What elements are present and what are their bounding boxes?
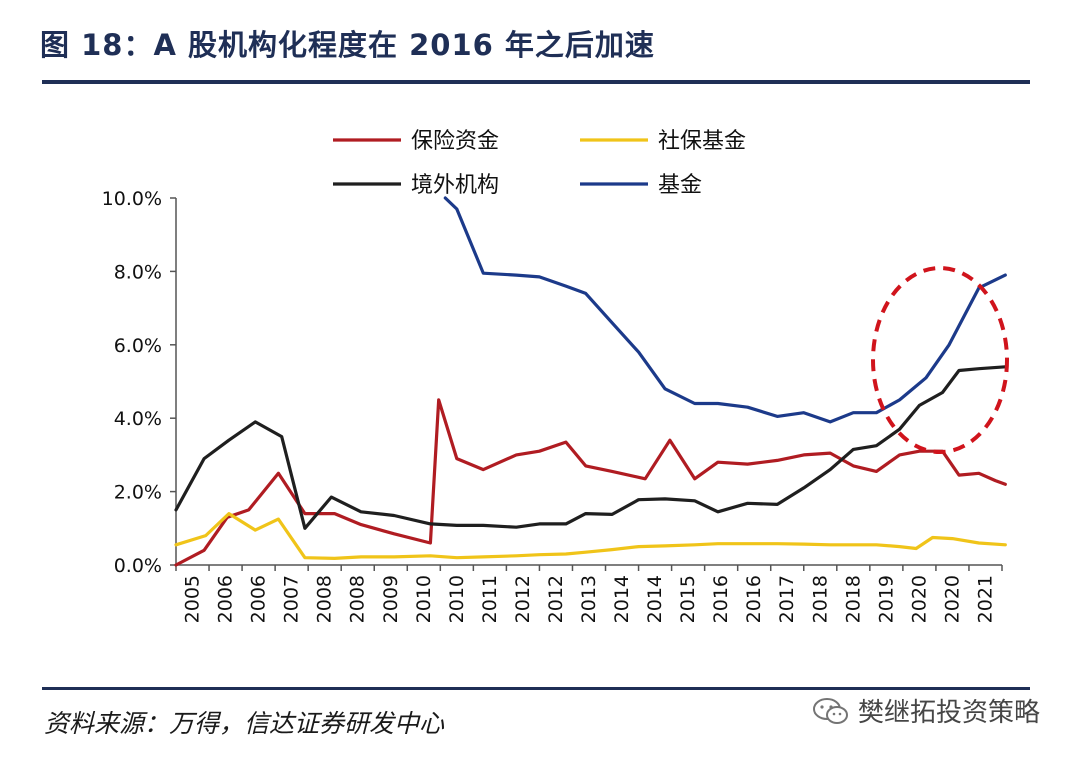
x-tick-label: 2017 xyxy=(776,575,798,623)
x-tick-label: 2010 xyxy=(446,575,468,623)
x-tick-label: 2020 xyxy=(908,575,930,623)
x-tick-label: 2014 xyxy=(611,575,633,623)
legend-label: 基金 xyxy=(658,173,702,198)
footer-rule xyxy=(42,687,1030,690)
wechat-icon xyxy=(813,697,848,724)
x-tick-label: 2010 xyxy=(413,575,435,623)
x-tick-label: 2011 xyxy=(479,575,501,623)
legend-label: 境外机构 xyxy=(411,173,499,198)
x-tick-label: 2008 xyxy=(347,575,369,623)
x-tick-label: 2013 xyxy=(578,575,600,623)
y-tick-label: 2.0% xyxy=(114,482,162,504)
series-line xyxy=(443,196,1007,424)
x-tick-label: 2014 xyxy=(644,575,666,623)
chart-lines xyxy=(174,196,1007,567)
x-tick-label: 2016 xyxy=(743,575,765,623)
x-tick-label: 2012 xyxy=(512,575,534,623)
x-tick-label: 2007 xyxy=(281,575,303,623)
y-tick-label: 6.0% xyxy=(114,335,162,357)
x-tick-label: 2020 xyxy=(941,575,963,623)
x-tick-label: 2015 xyxy=(677,575,699,623)
source-note: 资料来源：万得，信达证券研发中心 xyxy=(44,709,445,738)
x-tick-label: 2012 xyxy=(545,575,567,623)
title-rule xyxy=(42,80,1030,84)
y-tick-label: 4.0% xyxy=(114,408,162,430)
legend-label: 社保基金 xyxy=(658,129,746,154)
x-tick-label: 2006 xyxy=(215,575,237,623)
legend-label: 保险资金 xyxy=(411,129,499,154)
x-tick-label: 2018 xyxy=(842,575,864,623)
series-line xyxy=(174,512,1007,560)
chart-axes: 0.0% 2.0% 4.0% 6.0% 8.0% 10.0% 2005 2006 2006 200… xyxy=(102,188,1003,623)
x-tick-label: 2008 xyxy=(314,575,336,623)
highlight-ellipse xyxy=(871,266,1009,454)
figure-title: 图 18：A 股机构化程度在 2016 年之后加速 xyxy=(40,28,655,62)
y-tick-label: 8.0% xyxy=(114,261,162,283)
y-tick-label: 10.0% xyxy=(102,188,162,210)
x-tick-label: 2005 xyxy=(182,575,204,623)
x-tick-label: 2019 xyxy=(875,575,897,623)
x-tick-label: 2016 xyxy=(710,575,732,623)
x-tick-label: 2006 xyxy=(248,575,270,623)
x-tick-label: 2021 xyxy=(974,575,996,623)
watermark: 樊继拓投资策略 xyxy=(812,692,1040,729)
x-tick-label: 2009 xyxy=(380,575,402,623)
series-line xyxy=(174,365,1007,530)
series-line xyxy=(174,398,1007,567)
y-tick-label: 0.0% xyxy=(114,555,162,577)
watermark-text: 樊继拓投资策略 xyxy=(858,698,1041,728)
x-tick-label: 2018 xyxy=(809,575,831,623)
